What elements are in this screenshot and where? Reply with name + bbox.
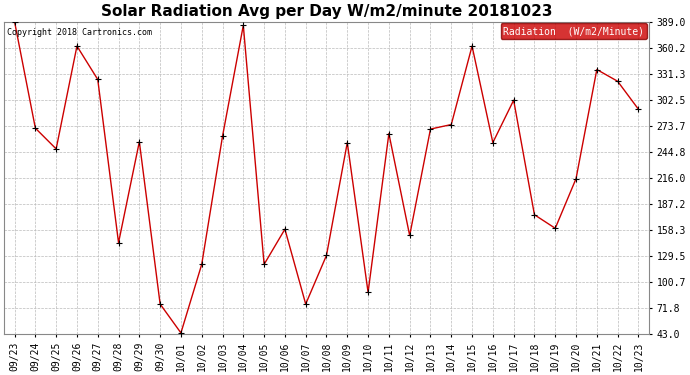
Legend: Radiation  (W/m2/Minute): Radiation (W/m2/Minute) bbox=[500, 23, 647, 39]
Text: Copyright 2018 Cartronics.com: Copyright 2018 Cartronics.com bbox=[8, 28, 152, 37]
Title: Solar Radiation Avg per Day W/m2/minute 20181023: Solar Radiation Avg per Day W/m2/minute … bbox=[101, 4, 552, 19]
